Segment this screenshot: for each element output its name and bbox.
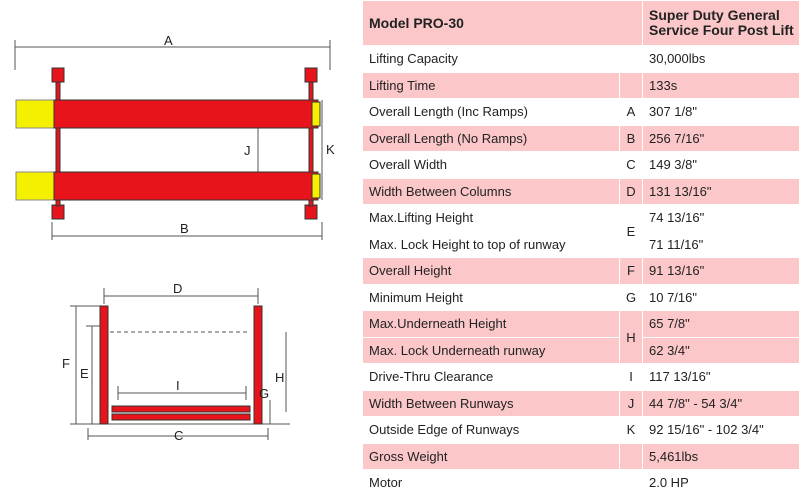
lift-diagram: A B J K D F E I G bbox=[14, 33, 335, 443]
runways bbox=[53, 99, 321, 201]
front-view-dims bbox=[70, 288, 290, 440]
table-row: Gross Weight 5,461lbs bbox=[362, 442, 800, 470]
table-row: Minimum Height G 10 7/16" bbox=[362, 283, 800, 311]
spec-value: 149 3/8" bbox=[642, 151, 800, 179]
table-row: Width Between Columns D 131 13/16" bbox=[362, 177, 800, 205]
label-F: F bbox=[62, 356, 70, 371]
spec-code: I bbox=[619, 363, 643, 391]
label-D: D bbox=[173, 281, 182, 296]
spec-label: Lifting Capacity bbox=[362, 45, 620, 73]
spec-value: 91 13/16" bbox=[642, 257, 800, 285]
spec-value: 71 11/16" bbox=[642, 230, 800, 258]
spec-label: Width Between Runways bbox=[362, 389, 620, 417]
lift-type: Super Duty General Service Four Post Lif… bbox=[642, 0, 800, 46]
spec-code: D bbox=[619, 177, 643, 205]
label-C: C bbox=[174, 428, 183, 443]
spec-label: Motor bbox=[362, 469, 620, 497]
label-E: E bbox=[80, 366, 89, 381]
table-row: Max. Lock Height to top of runway 71 11/1… bbox=[362, 230, 800, 258]
spec-label: Max.Underneath Height bbox=[362, 310, 620, 338]
table-header-row: Model PRO-30 Super Duty General Service … bbox=[362, 0, 800, 46]
spec-code: K bbox=[619, 416, 643, 444]
label-A: A bbox=[164, 33, 173, 48]
spec-value: 65 7/8" bbox=[642, 310, 800, 338]
table-row: Overall Length (Inc Ramps) A 307 1/8" bbox=[362, 98, 800, 126]
label-J: J bbox=[244, 143, 251, 158]
label-G: G bbox=[259, 386, 269, 401]
spec-code: F bbox=[619, 257, 643, 285]
top-posts bbox=[51, 67, 318, 220]
spec-code: J bbox=[619, 389, 643, 417]
spec-value: 44 7/8" - 54 3/4" bbox=[642, 389, 800, 417]
spec-label: Max.Lifting Height bbox=[362, 204, 620, 232]
spec-label: Gross Weight bbox=[362, 442, 620, 470]
spec-label: Overall Length (Inc Ramps) bbox=[362, 98, 620, 126]
top-view bbox=[14, 40, 331, 240]
spec-code: C bbox=[619, 151, 643, 179]
label-I: I bbox=[176, 378, 180, 393]
spec-label: Overall Width bbox=[362, 151, 620, 179]
spec-code: G bbox=[619, 283, 643, 311]
spec-table: Model PRO-30 Super Duty General Service … bbox=[362, 0, 800, 497]
spec-value: 62 3/4" bbox=[642, 336, 800, 364]
spec-value: 92 15/16" - 102 3/4" bbox=[642, 416, 800, 444]
table-row: Lifting Time 133s bbox=[362, 71, 800, 99]
table-row: Lifting Capacity 30,000lbs bbox=[362, 45, 800, 73]
table-row: Width Between Runways J 44 7/8" - 54 3/4" bbox=[362, 389, 800, 417]
table-row: Overall Width C 149 3/8" bbox=[362, 151, 800, 179]
spec-value: 307 1/8" bbox=[642, 98, 800, 126]
table-row: Max.Underneath Height H 65 7/8" bbox=[362, 310, 800, 364]
table-row: Drive-Thru Clearance I 117 13/16" bbox=[362, 363, 800, 391]
spec-code bbox=[619, 469, 643, 497]
spec-code: H bbox=[619, 310, 643, 364]
spec-label: Overall Height bbox=[362, 257, 620, 285]
spec-value: 256 7/16" bbox=[642, 124, 800, 152]
spec-value: 5,461lbs bbox=[642, 442, 800, 470]
spec-label: Max. Lock Underneath runway bbox=[362, 336, 620, 364]
table-row: Max.Lifting Height E 74 13/16" bbox=[362, 204, 800, 258]
spec-value: 10 7/16" bbox=[642, 283, 800, 311]
spec-code: A bbox=[619, 98, 643, 126]
spec-code: B bbox=[619, 124, 643, 152]
spec-value: 74 13/16" bbox=[642, 204, 800, 232]
spec-code: E bbox=[619, 204, 643, 258]
label-B: B bbox=[180, 221, 189, 236]
table-row: Overall Height F 91 13/16" bbox=[362, 257, 800, 285]
label-H: H bbox=[275, 370, 284, 385]
front-posts bbox=[99, 305, 263, 425]
spec-label: Overall Length (No Ramps) bbox=[362, 124, 620, 152]
spec-value: 2.0 HP bbox=[642, 469, 800, 497]
spec-code bbox=[619, 71, 643, 99]
ramps bbox=[15, 99, 55, 201]
spec-label: Minimum Height bbox=[362, 283, 620, 311]
label-K: K bbox=[326, 142, 335, 157]
table-row: Outside Edge of Runways K 92 15/16" - 102 … bbox=[362, 416, 800, 444]
spec-value: 117 13/16" bbox=[642, 363, 800, 391]
model-name: Model PRO-30 bbox=[362, 0, 643, 46]
spec-label: Lifting Time bbox=[362, 71, 620, 99]
table-row: Overall Length (No Ramps) B 256 7/16" bbox=[362, 124, 800, 152]
spec-value: 131 13/16" bbox=[642, 177, 800, 205]
spec-code bbox=[619, 45, 643, 73]
spec-label: Width Between Columns bbox=[362, 177, 620, 205]
spec-label: Drive-Thru Clearance bbox=[362, 363, 620, 391]
table-row: Max. Lock Underneath runway 62 3/4" bbox=[362, 336, 800, 364]
spec-value: 133s bbox=[642, 71, 800, 99]
spec-value: 30,000lbs bbox=[642, 45, 800, 73]
spec-label: Outside Edge of Runways bbox=[362, 416, 620, 444]
table-row: Motor 2.0 HP bbox=[362, 469, 800, 497]
spec-code bbox=[619, 442, 643, 470]
spec-label: Max. Lock Height to top of runway bbox=[362, 230, 620, 258]
